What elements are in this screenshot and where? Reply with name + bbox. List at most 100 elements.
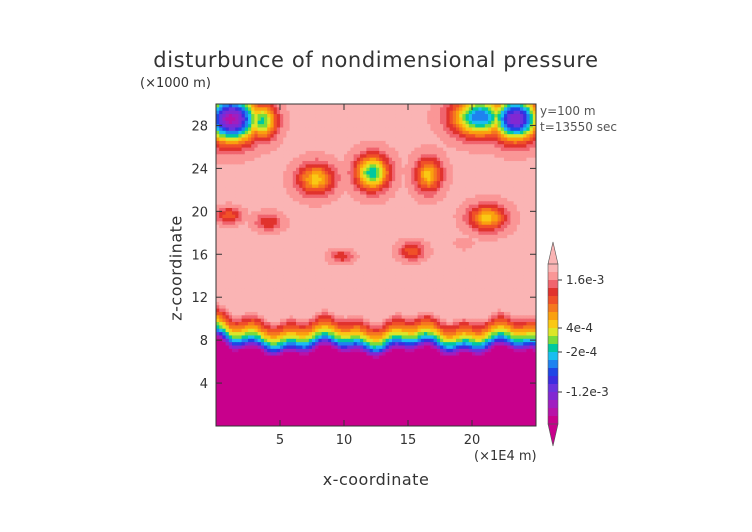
field-cell [299,117,303,122]
field-cell [411,137,415,142]
field-cell [328,268,332,273]
field-cell [398,197,403,202]
field-cell [347,110,351,115]
field-cell [462,130,467,135]
field-cell [532,134,537,139]
field-cell [337,137,342,142]
field-cell [411,177,415,182]
field-cell [299,114,303,118]
field-cell [395,147,399,152]
field-cell [510,154,515,159]
field-cell [385,244,390,249]
field-cell [353,167,358,172]
field-cell [289,218,294,222]
field-cell [369,241,374,246]
field-cell [353,107,358,112]
field-cell [382,241,387,246]
field-cell [440,134,444,139]
field-cell [411,117,415,122]
field-cell [308,197,313,202]
field-cell [420,140,425,145]
field-cell [324,167,329,172]
field-cell [468,127,473,132]
field-cell [440,207,444,212]
field-cell [510,268,515,273]
field-cell [456,181,460,185]
field-cell [414,265,419,269]
field-cell [308,268,313,273]
field-cell [324,134,329,139]
field-cell [382,231,387,236]
field-cell [481,104,486,108]
field-cell [385,228,390,232]
field-cell [328,134,332,139]
field-cell [513,261,518,266]
field-cell [276,127,281,132]
field-cell [395,191,399,196]
field-cell [257,184,262,189]
field-cell [340,104,345,108]
field-cell [238,154,243,159]
field-cell [216,204,220,209]
field-cell [452,147,457,152]
field-cell [417,117,422,122]
field-cell [318,114,323,118]
field-cell [520,258,524,263]
field-cell [315,184,319,189]
field-cell [219,140,223,145]
field-cell [292,140,297,145]
field-cell [344,228,348,232]
field-cell [280,127,284,132]
field-cell [254,117,259,122]
field-cell [331,114,335,118]
field-cell [334,137,339,142]
field-cell [500,181,505,185]
field-cell [366,197,371,202]
field-cell [459,157,463,162]
field-cell [526,110,531,115]
field-cell [427,127,431,132]
field-cell [395,124,399,128]
field-cell [283,184,287,189]
field-cell [424,147,428,152]
field-cell [334,134,339,139]
field-cell [305,191,310,196]
field-cell [513,254,518,259]
field-cell [318,147,323,152]
field-cell [292,187,297,192]
field-cell [430,268,435,273]
field-cell [488,137,492,142]
field-cell [292,124,297,128]
field-cell [500,144,505,149]
field-cell [430,207,435,212]
field-cell [347,228,351,232]
field-cell [244,130,249,135]
field-cell [219,147,223,152]
field-cell [280,164,284,169]
field-cell [420,130,425,135]
field-cell [388,130,393,135]
field-cell [443,201,447,206]
field-cell [392,211,396,216]
field-cell [366,201,371,206]
field-cell [475,238,479,243]
field-cell [356,144,361,149]
field-cell [372,238,377,243]
field-cell [331,214,335,219]
field-cell [340,265,345,269]
field-cell [305,134,310,139]
field-cell [235,251,239,256]
field-cell [404,140,409,145]
field-cell [289,214,294,219]
field-cell [516,231,521,236]
field-cell [273,214,278,219]
field-cell [305,154,310,159]
field-cell [264,224,268,229]
field-cell [411,174,415,179]
field-cell [478,218,483,222]
field-cell [350,201,355,206]
field-cell [379,244,383,249]
field-cell [369,201,374,206]
field-cell [222,258,227,263]
field-cell [430,221,435,226]
